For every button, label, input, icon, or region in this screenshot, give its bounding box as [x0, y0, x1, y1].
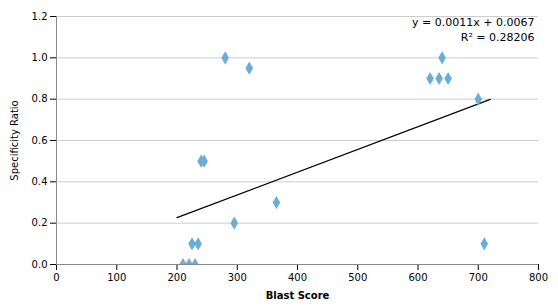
svg-text:Specificity Ratio: Specificity Ratio	[9, 100, 20, 180]
svg-text:0.4: 0.4	[32, 176, 48, 187]
svg-text:200: 200	[167, 272, 186, 283]
svg-text:500: 500	[348, 272, 367, 283]
svg-text:0.0: 0.0	[32, 259, 48, 270]
svg-text:700: 700	[469, 272, 488, 283]
svg-text:R² = 0.28206: R² = 0.28206	[461, 31, 535, 44]
svg-text:y = 0.0011x + 0.0067: y = 0.0011x + 0.0067	[412, 16, 534, 29]
svg-text:300: 300	[228, 272, 247, 283]
svg-text:0.2: 0.2	[32, 217, 48, 228]
svg-text:1.0: 1.0	[32, 52, 48, 63]
svg-text:0.6: 0.6	[32, 135, 48, 146]
svg-text:600: 600	[408, 272, 427, 283]
svg-text:800: 800	[529, 272, 548, 283]
svg-text:400: 400	[288, 272, 307, 283]
svg-text:Blast Score: Blast Score	[266, 290, 330, 301]
svg-text:0.8: 0.8	[32, 93, 48, 104]
svg-text:0: 0	[53, 272, 59, 283]
svg-text:100: 100	[107, 272, 126, 283]
svg-text:1.2: 1.2	[32, 11, 48, 22]
